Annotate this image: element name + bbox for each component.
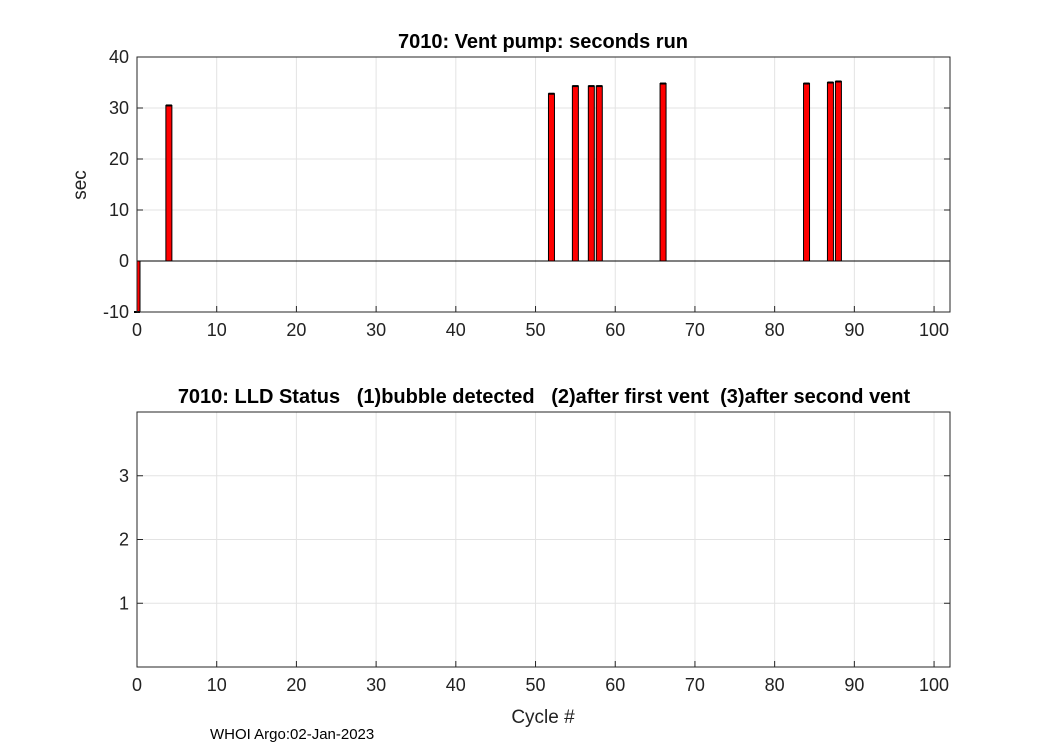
x-tick-label: 30 [366, 320, 386, 340]
x-tick-label: 40 [446, 320, 466, 340]
bar [595, 85, 603, 262]
footer-stamp: WHOI Argo:02-Jan-2023 [210, 726, 375, 743]
x-tick-label: 20 [286, 320, 306, 340]
y-tick-label: 20 [109, 149, 129, 169]
plot-area [137, 57, 950, 312]
x-tick-label: 90 [844, 675, 864, 695]
x-tick-label: 80 [765, 320, 785, 340]
y-tick-label: 0 [119, 251, 129, 271]
x-tick-label: 60 [605, 675, 625, 695]
plot-frame [136, 56, 951, 313]
y-tick-label: 30 [109, 98, 129, 118]
x-tick-label: 0 [132, 675, 142, 695]
x-tick-label: 10 [207, 675, 227, 695]
bar [803, 83, 811, 262]
x-tick-label: 100 [919, 320, 949, 340]
x-tick-label: 100 [919, 675, 949, 695]
bar [587, 85, 595, 262]
x-tick-label: 20 [286, 675, 306, 695]
bar [834, 80, 842, 262]
x-tick-label: 80 [765, 675, 785, 695]
bar [547, 93, 555, 262]
y-tick-label: 40 [109, 47, 129, 67]
bars [134, 80, 842, 313]
y-tick-labels: 1 2 3 [119, 466, 129, 614]
x-tick-label: 40 [446, 675, 466, 695]
x-axis-label: Cycle # [511, 707, 575, 728]
x-tick-label: 30 [366, 675, 386, 695]
y-tick-labels: -10 0 10 20 30 40 [103, 47, 129, 322]
x-tick-label: 50 [526, 675, 546, 695]
grid [136, 412, 950, 667]
y-tick-label: -10 [103, 302, 129, 322]
chart-title: 7010: Vent pump: seconds run [398, 31, 688, 53]
x-tick-label: 90 [844, 320, 864, 340]
plot-frame [136, 411, 951, 668]
bar [571, 85, 579, 262]
x-tick-label: 0 [132, 320, 142, 340]
bar [165, 104, 173, 262]
x-tick-label: 70 [685, 320, 705, 340]
x-tick-label: 70 [685, 675, 705, 695]
x-tick-labels: 0 10 20 30 40 50 60 70 80 90 100 [132, 320, 949, 340]
y-tick-label: 3 [119, 466, 129, 486]
x-tick-labels: 0 10 20 30 40 50 60 70 80 90 100 [132, 675, 949, 695]
y-axis-label: sec [70, 170, 91, 200]
y-tick-label: 10 [109, 200, 129, 220]
y-tick-label: 2 [119, 530, 129, 550]
x-tick-label: 10 [207, 320, 227, 340]
bar [659, 83, 667, 262]
x-tick-label: 60 [605, 320, 625, 340]
x-tick-label: 50 [526, 320, 546, 340]
y-tick-label: 1 [119, 593, 129, 613]
bar [826, 82, 834, 262]
chart-title: 7010: LLD Status (1)bubble detected (2)a… [178, 386, 911, 408]
lld-status-chart: 0 10 20 30 40 50 60 70 80 90 100 1 2 3 7010: LLD Sta… [119, 386, 951, 728]
